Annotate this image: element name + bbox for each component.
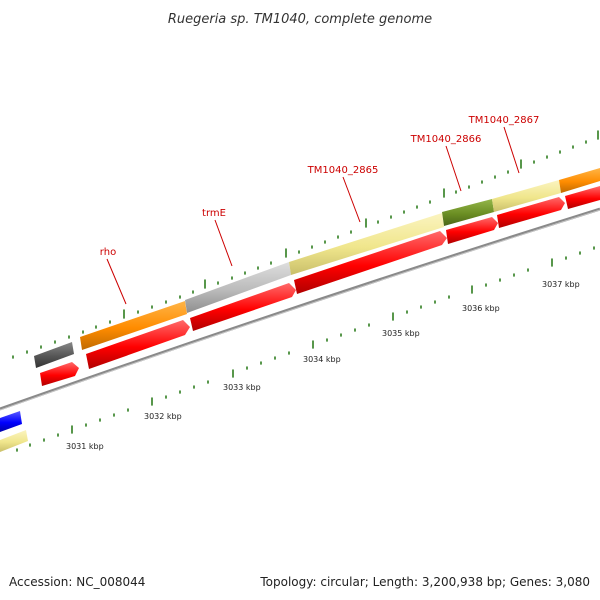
backbone-highlight xyxy=(0,209,600,411)
outer-tick-row xyxy=(12,130,599,359)
cds-track xyxy=(40,186,600,386)
gene-khaki-fragment[interactable] xyxy=(0,430,28,452)
gene-label-trmE[interactable]: trmE xyxy=(202,208,226,219)
cds-arrow-6[interactable] xyxy=(497,197,565,228)
gene-orange-right[interactable] xyxy=(559,168,600,193)
gene-TM1040-2865[interactable] xyxy=(289,213,444,275)
scale-label-3031: 3031 kbp xyxy=(66,442,104,451)
cds-arrow-2[interactable] xyxy=(86,320,190,369)
gene-dark-gray[interactable] xyxy=(34,342,74,368)
genome-summary-text: Topology: circular; Length: 3,200,938 bp… xyxy=(259,575,590,589)
cds-arrow-7[interactable] xyxy=(565,186,600,209)
accession-text: Accession: NC_008044 xyxy=(9,575,145,589)
gene-blue-fragment[interactable] xyxy=(0,411,22,432)
cds-arrow-1[interactable] xyxy=(40,362,79,386)
scale-labels: 3031 kbp 3032 kbp 3033 kbp 3034 kbp 3035… xyxy=(66,280,580,451)
label-leaders xyxy=(106,126,520,305)
scale-label-3032: 3032 kbp xyxy=(144,412,182,421)
cds-arrow-3[interactable] xyxy=(190,283,296,331)
gene-label-rho[interactable]: rho xyxy=(100,247,116,258)
feature-track xyxy=(34,168,600,368)
scale-label-3036: 3036 kbp xyxy=(462,304,500,313)
backbone-line xyxy=(0,207,600,411)
inner-tick-row xyxy=(16,246,595,452)
gene-label-TM1040-2867[interactable]: TM1040_2867 xyxy=(468,115,540,126)
scale-label-3035: 3035 kbp xyxy=(382,329,420,338)
gene-label-TM1040-2865[interactable]: TM1040_2865 xyxy=(307,165,379,176)
scale-label-3037: 3037 kbp xyxy=(542,280,580,289)
gene-trmE[interactable] xyxy=(185,262,291,313)
gene-rho[interactable] xyxy=(80,301,187,350)
gene-TM1040-2867[interactable] xyxy=(492,180,561,212)
cds-arrow-5[interactable] xyxy=(446,217,498,244)
scale-label-3034: 3034 kbp xyxy=(303,355,341,364)
cds-arrow-4[interactable] xyxy=(294,231,447,294)
gene-label-TM1040-2866[interactable]: TM1040_2866 xyxy=(410,134,482,145)
scale-label-3033: 3033 kbp xyxy=(223,383,261,392)
gene-labels: rho trmE TM1040_2865 TM1040_2866 TM1040_… xyxy=(100,115,540,258)
gene-TM1040-2866[interactable] xyxy=(442,199,494,226)
map-title: Ruegeria sp. TM1040, complete genome xyxy=(168,12,432,27)
